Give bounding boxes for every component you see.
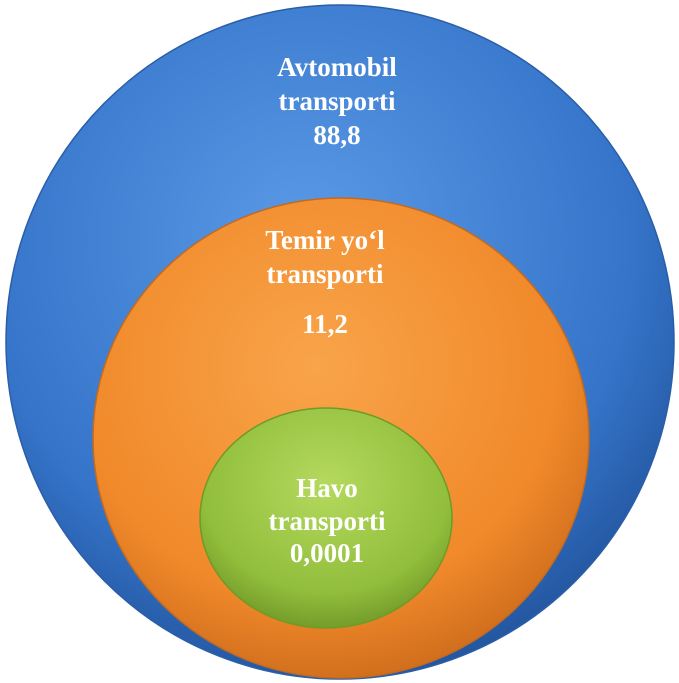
node-label: transporti [267, 259, 384, 289]
inner-circle [199, 407, 453, 629]
node-value: 88,8 [313, 120, 360, 150]
node-label: Avtomobil [277, 52, 397, 82]
node-label: transporti [279, 86, 396, 116]
node-label: transporti [269, 506, 386, 536]
node-value: 0,0001 [290, 538, 364, 568]
node-value: 11,2 [302, 309, 348, 339]
node-label: Temir yo‘l [265, 225, 385, 255]
node-label: Havo [296, 473, 358, 503]
